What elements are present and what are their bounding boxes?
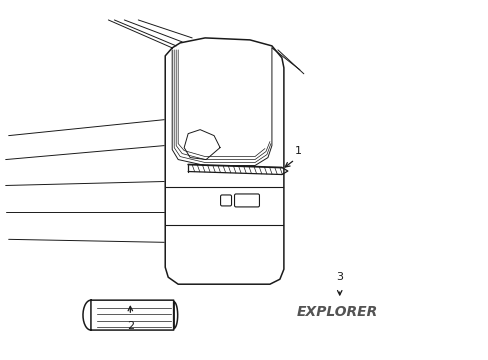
Text: 2: 2 bbox=[126, 321, 134, 331]
Text: EXPLORER: EXPLORER bbox=[297, 305, 378, 319]
Text: 1: 1 bbox=[294, 145, 301, 156]
Text: 3: 3 bbox=[336, 272, 343, 282]
